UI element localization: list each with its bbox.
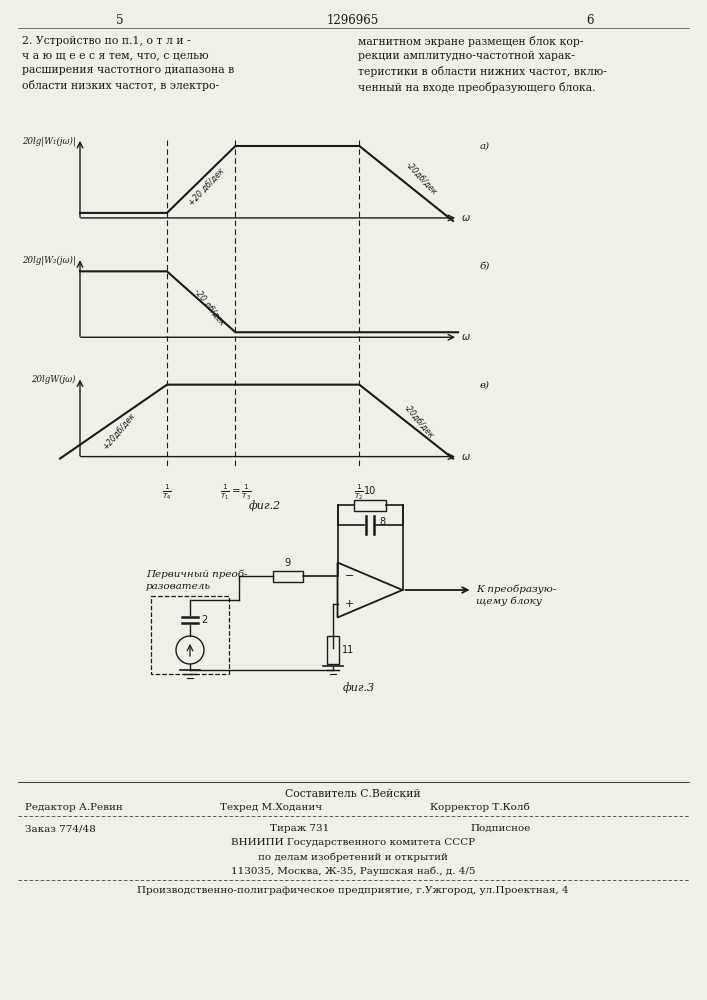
Text: 11: 11 <box>341 645 354 655</box>
Text: 20lg|W₂(jω)|: 20lg|W₂(jω)| <box>22 255 76 265</box>
Text: $\frac{1}{T_1}=\frac{1}{T_3}$: $\frac{1}{T_1}=\frac{1}{T_3}$ <box>219 482 251 502</box>
Text: Заказ 774/48: Заказ 774/48 <box>25 824 95 833</box>
Text: Подписное: Подписное <box>470 824 530 833</box>
Text: $\frac{1}{T_2}$: $\frac{1}{T_2}$ <box>354 482 364 502</box>
Text: 5: 5 <box>116 14 124 27</box>
Text: ВНИИПИ Государственного комитета СССР: ВНИИПИ Государственного комитета СССР <box>231 838 475 847</box>
Text: -20 дб/дек: -20 дб/дек <box>192 287 226 327</box>
Text: ω: ω <box>462 452 470 462</box>
Text: ω: ω <box>462 332 470 342</box>
Text: a): a) <box>480 142 490 151</box>
Text: 1296965: 1296965 <box>327 14 379 27</box>
Text: магнитном экране размещен блок кор-
рекции амплитудно-частотной харак-
теристики: магнитном экране размещен блок кор- рекц… <box>358 36 607 93</box>
Text: 20lgW(jω): 20lgW(jω) <box>32 375 76 384</box>
Bar <box>272 571 303 582</box>
Text: фиг.2: фиг.2 <box>249 500 281 511</box>
Text: +20 дб/дек: +20 дб/дек <box>187 167 226 208</box>
Text: -20дб/дек: -20дб/дек <box>404 160 438 197</box>
Text: Составитель С.Вейский: Составитель С.Вейский <box>285 789 421 799</box>
Text: Редактор А.Ревин: Редактор А.Ревин <box>25 803 123 812</box>
Text: −: − <box>344 571 354 581</box>
Text: Корректор Т.Колб: Корректор Т.Колб <box>430 803 530 812</box>
Text: б): б) <box>480 261 491 270</box>
Text: 6: 6 <box>586 14 594 27</box>
Text: +20дб/дек: +20дб/дек <box>100 411 136 452</box>
Text: Техред М.Ходанич: Техред М.Ходанич <box>220 803 322 812</box>
Text: 10: 10 <box>364 487 376 496</box>
Bar <box>327 636 339 664</box>
Text: 2. Устройство по п.1, о т л и -
ч а ю щ е е с я тем, что, с целью
расширения час: 2. Устройство по п.1, о т л и - ч а ю щ … <box>22 36 234 91</box>
Bar <box>354 499 386 510</box>
Bar <box>151 596 229 674</box>
Text: 113035, Москва, Ж-35, Раушская наб., д. 4/5: 113035, Москва, Ж-35, Раушская наб., д. … <box>230 866 475 876</box>
Text: Тираж 731: Тираж 731 <box>270 824 329 833</box>
Text: Производственно-полиграфическое предприятие, г.Ужгород, ул.Проектная, 4: Производственно-полиграфическое предприя… <box>137 886 568 895</box>
Text: фиг.3: фиг.3 <box>342 682 375 693</box>
Text: по делам изобретений и открытий: по делам изобретений и открытий <box>258 852 448 861</box>
Text: ω: ω <box>462 213 470 223</box>
Text: 9: 9 <box>284 558 291 568</box>
Text: +: + <box>344 599 354 609</box>
Text: $\frac{1}{T_4}$: $\frac{1}{T_4}$ <box>162 482 172 502</box>
Text: -20дб/дек: -20дб/дек <box>402 403 436 440</box>
Text: в): в) <box>480 381 490 390</box>
Text: 2: 2 <box>201 615 207 625</box>
Text: 20lg|W₁(jω)|: 20lg|W₁(jω)| <box>22 136 76 146</box>
Text: Первичный преоб-
разователь: Первичный преоб- разователь <box>146 570 247 591</box>
Text: К преобразую-
щему блоку: К преобразую- щему блоку <box>477 584 556 606</box>
Text: 8: 8 <box>379 517 385 527</box>
